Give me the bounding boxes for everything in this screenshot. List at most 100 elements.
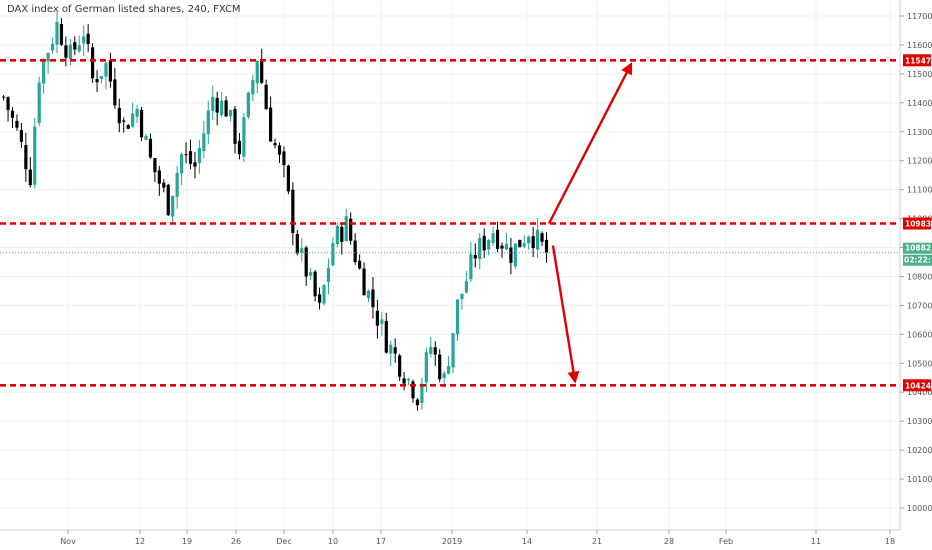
candle-body xyxy=(28,169,32,186)
candle-body xyxy=(251,80,255,95)
price-tick-label: 11700 xyxy=(907,12,932,21)
projection-arrow-up[interactable] xyxy=(547,62,633,225)
candle-body xyxy=(442,373,446,378)
candle-body xyxy=(224,100,228,117)
candle-body xyxy=(166,184,170,216)
candle-body xyxy=(326,268,331,283)
candle-body xyxy=(411,381,415,399)
candle-body xyxy=(15,120,19,128)
time-tick-label: 12 xyxy=(135,537,145,546)
candle-body xyxy=(139,109,144,138)
candle-body xyxy=(264,84,268,110)
level-badge-resistance xyxy=(903,217,931,230)
candle-body xyxy=(380,319,384,324)
countdown-label: 02:22:17 xyxy=(904,256,932,265)
time-axis[interactable]: Nov 12 19 26 Dec 10 17 2019 14 21 28 Feb 11 18 xyxy=(0,529,900,546)
price-tick-label: 10400 xyxy=(907,388,932,397)
candle-body xyxy=(389,344,393,354)
candle-body xyxy=(6,97,10,111)
candle-body xyxy=(429,346,433,354)
countdown-badge xyxy=(903,254,932,266)
candle-body xyxy=(353,240,357,262)
candle-body xyxy=(91,47,95,79)
time-tick-label: 26 xyxy=(231,537,241,546)
price-tick-label: 10300 xyxy=(907,417,932,426)
candle-body xyxy=(77,45,81,52)
candle-body xyxy=(237,140,242,155)
time-tick-label: 17 xyxy=(376,537,386,546)
candle-body xyxy=(73,42,77,50)
candle-body xyxy=(246,92,250,117)
candle-body xyxy=(197,147,201,164)
candle-body xyxy=(2,96,6,98)
candle-body xyxy=(402,378,406,384)
candle-body xyxy=(491,233,495,243)
candle-body xyxy=(362,268,366,296)
level-badge-label-support: 10424 xyxy=(905,381,931,390)
candle-body xyxy=(384,320,388,353)
candle-body xyxy=(33,126,37,185)
candle-body xyxy=(513,243,517,267)
time-tick-label: Nov xyxy=(60,537,76,546)
candle-body xyxy=(59,23,64,45)
time-tick-label: 28 xyxy=(664,537,674,546)
candle-body xyxy=(322,285,326,304)
candle-body xyxy=(371,289,375,308)
price-axis[interactable]: 10000 10100 10200 10300 10400 10500 10600 10700… xyxy=(899,0,932,530)
candle-body xyxy=(331,243,335,266)
candle-body xyxy=(518,239,522,248)
candle-body xyxy=(544,239,549,253)
candle-body xyxy=(398,355,402,377)
candle-body xyxy=(46,53,50,62)
candle-body xyxy=(228,110,233,117)
candle-body xyxy=(117,107,121,124)
candle-body xyxy=(211,96,215,111)
candle-body xyxy=(42,60,46,84)
time-tick-label: 21 xyxy=(592,537,602,546)
candle-body xyxy=(451,333,455,368)
candle-body xyxy=(455,299,460,335)
candle-body xyxy=(464,281,468,293)
projection-arrow-down[interactable] xyxy=(551,245,580,384)
time-tick-label: Feb xyxy=(719,537,733,546)
candle-body xyxy=(478,237,482,260)
price-tick-label: 10100 xyxy=(907,475,932,484)
candle-body xyxy=(269,107,273,142)
candle-body xyxy=(99,76,104,79)
candle-body xyxy=(500,245,504,249)
candle-body xyxy=(295,234,299,254)
candle-body xyxy=(135,108,139,117)
candle-body xyxy=(536,229,540,250)
candle-body xyxy=(171,195,175,217)
candle-body xyxy=(509,247,513,263)
horizontal-levels[interactable] xyxy=(0,58,900,387)
projection-arrows[interactable] xyxy=(547,62,633,384)
level-badge-support xyxy=(903,379,931,392)
candle-body xyxy=(420,383,424,403)
candle-body xyxy=(126,125,130,129)
candle-body xyxy=(366,290,371,299)
candle-body xyxy=(340,226,344,242)
candle-body xyxy=(220,100,224,116)
candle-body xyxy=(277,145,282,155)
candle-body xyxy=(184,154,188,156)
candle-body xyxy=(50,43,55,51)
candle-body xyxy=(37,82,41,124)
candle-body xyxy=(415,399,420,406)
time-tick-label: 14 xyxy=(522,537,532,546)
candle-body xyxy=(55,22,59,45)
candle-body xyxy=(282,151,286,166)
time-tick-label: 18 xyxy=(885,537,895,546)
candle-body xyxy=(473,255,477,259)
candle-body xyxy=(19,130,23,142)
price-tick-label: 10700 xyxy=(907,301,932,310)
candle-body xyxy=(317,294,322,303)
price-tick-label: 11100 xyxy=(907,186,932,195)
candle-body xyxy=(393,347,397,354)
candles xyxy=(2,12,549,411)
candle-body xyxy=(180,154,184,174)
candle-body xyxy=(433,347,437,355)
candle-body xyxy=(469,254,473,280)
